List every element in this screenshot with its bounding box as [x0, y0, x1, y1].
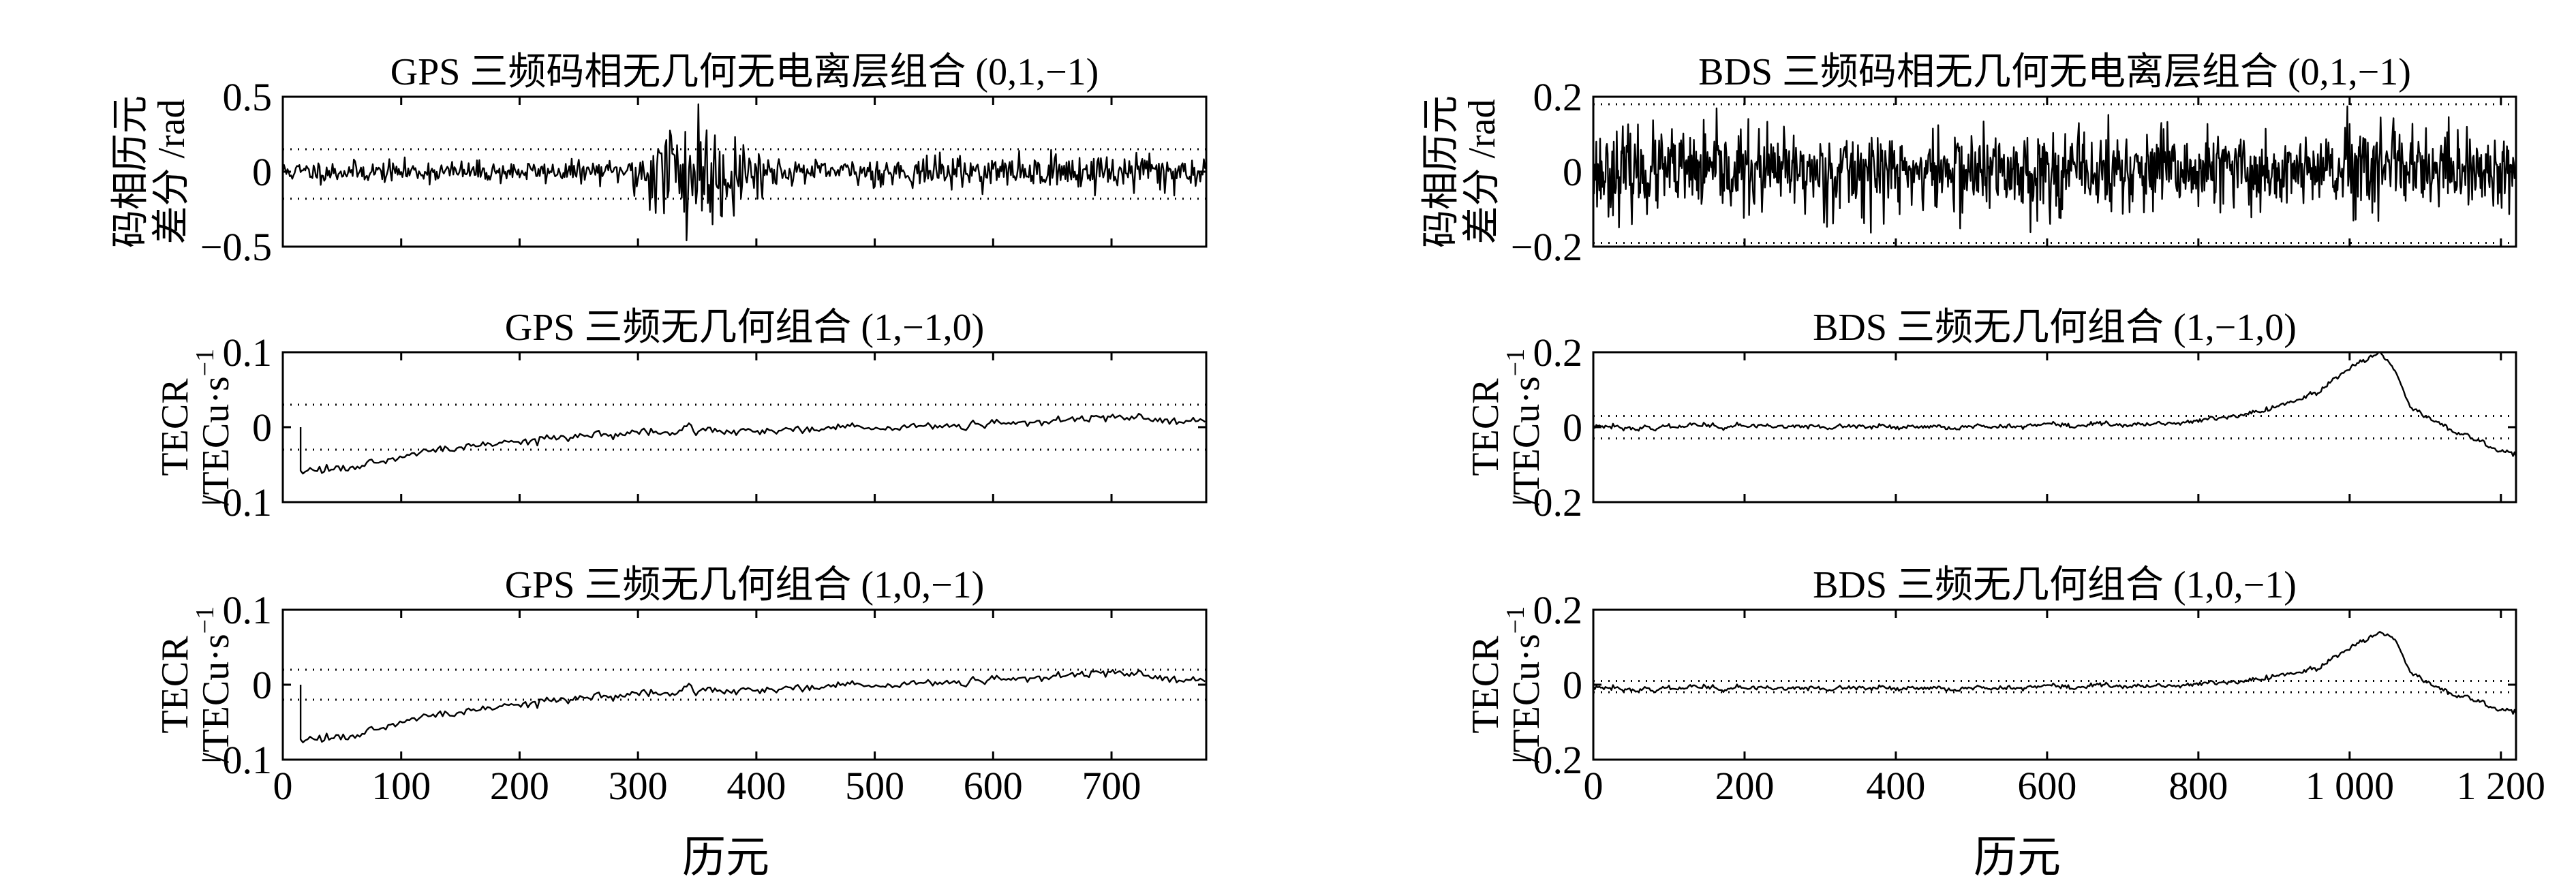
- gps-code-phase-ytick-label-0: −0.5: [200, 225, 272, 269]
- bds-code-phase-title: BDS 三频码相无几何无电离层组合 (0,1,−1): [1698, 51, 2411, 93]
- bds-gf-10-1-panel: BDS 三频无几何组合 (1,0,−1) 0 200 400 600 800 1 000 1 …: [1465, 564, 2545, 808]
- bds-code-phase-ytick-label-2: 0.2: [1533, 75, 1583, 119]
- bds-gf-10-1-xtick-label-4: 800: [2168, 764, 2228, 808]
- gps-gf-10-1-ytick-label-2: 0.1: [223, 588, 273, 632]
- bds-gf-1-10-ytick-label-1: 0: [1563, 405, 1582, 450]
- bds-gf-1-10-ylabel-line-1: TECR: [1465, 378, 1507, 476]
- bds-gf-10-1-xtick-label-5: 1 000: [2305, 764, 2395, 808]
- gps-gf-10-1-panel: GPS 三频无几何组合 (1,0,−1) 0 100 200 300 400 500 600 7…: [154, 564, 1208, 808]
- bds-gf-1-10-title: BDS 三频无几何组合 (1,−1,0): [1813, 307, 2297, 349]
- gps-gf-10-1-xtick-label-2: 200: [490, 764, 549, 808]
- gps-gf-10-1-ytick-label-1: 0: [252, 663, 272, 707]
- gps-code-phase-series-line: [283, 103, 1206, 242]
- gps-code-phase-title: GPS 三频码相无几何无电离层组合 (0,1,−1): [390, 51, 1099, 93]
- gps-gf-1-10-ylabel-superscript: −1: [191, 349, 219, 376]
- gps-gf-10-1-ylabel-superscript: −1: [191, 606, 219, 634]
- gps-gf-1-10-title: GPS 三频无几何组合 (1,−1,0): [505, 307, 985, 349]
- bds-gf-1-10-panel: BDS 三频无几何组合 (1,−1,0)−0.200.2TECR/TECu·s−…: [1465, 307, 2517, 525]
- bds-code-phase-ylabel-line-2: 差分 /rad: [1461, 99, 1503, 244]
- bds-gf-1-10-ytick-label-0: −0.2: [1511, 480, 1582, 525]
- bds-gf-10-1-title: BDS 三频无几何组合 (1,0,−1): [1813, 564, 2297, 606]
- gps-gf-10-1-xtick-label-4: 400: [726, 764, 786, 808]
- bds-gf-10-1-xtick-label-6: 1 200: [2457, 764, 2546, 808]
- gps-gf-10-1-axes: [281, 608, 1208, 761]
- gps-gf-1-10-panel: GPS 三频无几何组合 (1,−1,0)−0.100.1TECR/TECu·s−…: [154, 307, 1208, 525]
- gps-gf-10-1-xtick-label-5: 500: [845, 764, 904, 808]
- gps-gf-1-10-series-line: [299, 413, 1206, 475]
- bds-code-phase-series-line: [1593, 105, 2516, 234]
- bds-code-phase-ylabel-line-1: 码相历元: [1420, 95, 1462, 248]
- bds-code-phase-ytick-label-0: −0.2: [1511, 225, 1582, 269]
- bds-gf-10-1-xtick-label-2: 400: [1866, 764, 1925, 808]
- x-axis-label-left: 历元: [682, 833, 769, 882]
- gps-gf-10-1-xtick-label-6: 600: [964, 764, 1023, 808]
- bds-gf-10-1-ytick-label-2: 0.2: [1533, 588, 1583, 632]
- bds-gf-1-10-series-line: [1593, 352, 2516, 457]
- bds-gf-10-1-xtick-label-1: 200: [1715, 764, 1774, 808]
- bds-gf-10-1-ytick-label-1: 0: [1563, 663, 1582, 707]
- gps-code-phase-ytick-label-1: 0: [252, 150, 272, 194]
- bds-gf-10-1-ylabel-line-1: TECR: [1465, 636, 1507, 734]
- bds-gf-10-1-xtick-label-3: 600: [2017, 764, 2076, 808]
- bds-gf-10-1-ylabel-superscript: −1: [1501, 606, 1530, 634]
- gps-gf-1-10-ylabel-line-1: TECR: [154, 378, 196, 476]
- gps-gf-10-1-ylabel-line-1: TECR: [154, 636, 196, 734]
- x-axis-label-right: 历元: [1974, 833, 2061, 882]
- gps-gf-1-10-ytick-label-2: 0.1: [223, 330, 273, 375]
- gps-gf-1-10-ytick-label-1: 0: [252, 405, 272, 450]
- gps-gf-10-1-title: GPS 三频无几何组合 (1,0,−1): [505, 564, 985, 606]
- gps-gf-10-1-series-line: [299, 669, 1206, 743]
- gps-code-phase-ylabel-line-1: 码相历元: [110, 95, 152, 248]
- gps-gf-10-1-xtick-label-1: 100: [371, 764, 431, 808]
- gps-gf-1-10-axes: [281, 351, 1208, 503]
- gps-gf-10-1-xtick-label-3: 300: [609, 764, 668, 808]
- bds-gf-1-10-ylabel-superscript: −1: [1501, 349, 1530, 376]
- bds-gf-1-10-ytick-label-2: 0.2: [1533, 330, 1583, 375]
- gps-gf-1-10-ytick-label-0: −0.1: [200, 480, 272, 525]
- panels: GPS 三频码相无几何无电离层组合 (0,1,−1)−0.500.5码相历元差分…: [110, 51, 2545, 808]
- gps-code-phase-panel: GPS 三频码相无几何无电离层组合 (0,1,−1) −0.5 0 0.5 码相历元差分…: [110, 51, 1208, 269]
- gps-gf-10-1-xtick-label-7: 700: [1082, 764, 1141, 808]
- gps-gf-10-1-xtick-label-0: 0: [273, 764, 293, 808]
- bds-gf-10-1-ylabel-line-2: /TECu·s−1: [1501, 606, 1548, 763]
- bds-gf-10-1-series-line: [1593, 631, 2516, 715]
- bds-gf-10-1-xtick-label-0: 0: [1584, 764, 1604, 808]
- gps-code-phase-ylabel-line-2: 差分 /rad: [151, 99, 193, 244]
- gps-gf-10-1-ytick-label-0: −0.1: [200, 738, 272, 782]
- bds-code-phase-panel: BDS 三频码相无几何无电离层组合 (0,1,−1) −0.2 0 0.2 码相历元差分…: [1420, 51, 2517, 269]
- gps-code-phase-ytick-label-2: 0.5: [223, 75, 273, 119]
- bds-code-phase-ytick-label-1: 0: [1563, 150, 1582, 194]
- bds-gf-10-1-ytick-label-0: −0.2: [1511, 738, 1582, 782]
